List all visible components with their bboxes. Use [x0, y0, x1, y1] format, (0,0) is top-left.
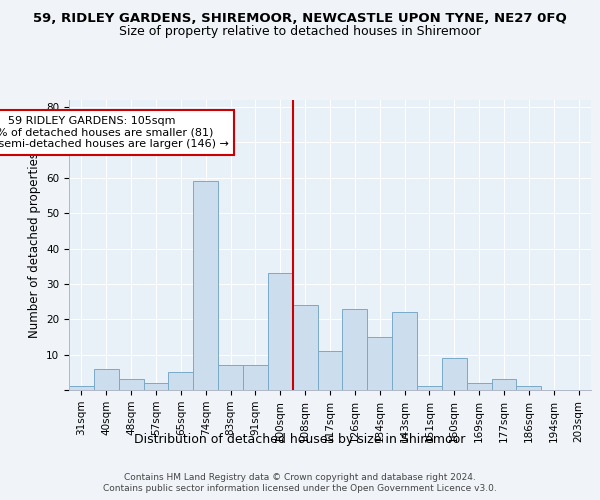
Bar	[343, 308, 367, 390]
Bar	[442, 358, 467, 390]
Y-axis label: Number of detached properties: Number of detached properties	[28, 152, 41, 338]
Bar	[491, 380, 517, 390]
Bar	[392, 312, 417, 390]
Bar	[169, 372, 193, 390]
Bar	[94, 369, 119, 390]
Text: Distribution of detached houses by size in Shiremoor: Distribution of detached houses by size …	[134, 432, 466, 446]
Bar	[367, 337, 392, 390]
Bar	[293, 305, 317, 390]
Bar	[243, 365, 268, 390]
Text: Size of property relative to detached houses in Shiremoor: Size of property relative to detached ho…	[119, 25, 481, 38]
Bar	[517, 386, 541, 390]
Bar	[317, 351, 343, 390]
Bar	[69, 386, 94, 390]
Bar	[193, 182, 218, 390]
Bar	[417, 386, 442, 390]
Bar	[143, 383, 169, 390]
Text: Contains public sector information licensed under the Open Government Licence v3: Contains public sector information licen…	[103, 484, 497, 493]
Text: 59, RIDLEY GARDENS, SHIREMOOR, NEWCASTLE UPON TYNE, NE27 0FQ: 59, RIDLEY GARDENS, SHIREMOOR, NEWCASTLE…	[33, 12, 567, 26]
Bar	[119, 380, 143, 390]
Bar	[268, 274, 293, 390]
Bar	[467, 383, 491, 390]
Text: Contains HM Land Registry data © Crown copyright and database right 2024.: Contains HM Land Registry data © Crown c…	[124, 472, 476, 482]
Bar	[218, 365, 243, 390]
Text: 59 RIDLEY GARDENS: 105sqm
← 35% of detached houses are smaller (81)
64% of semi-: 59 RIDLEY GARDENS: 105sqm ← 35% of detac…	[0, 116, 229, 149]
